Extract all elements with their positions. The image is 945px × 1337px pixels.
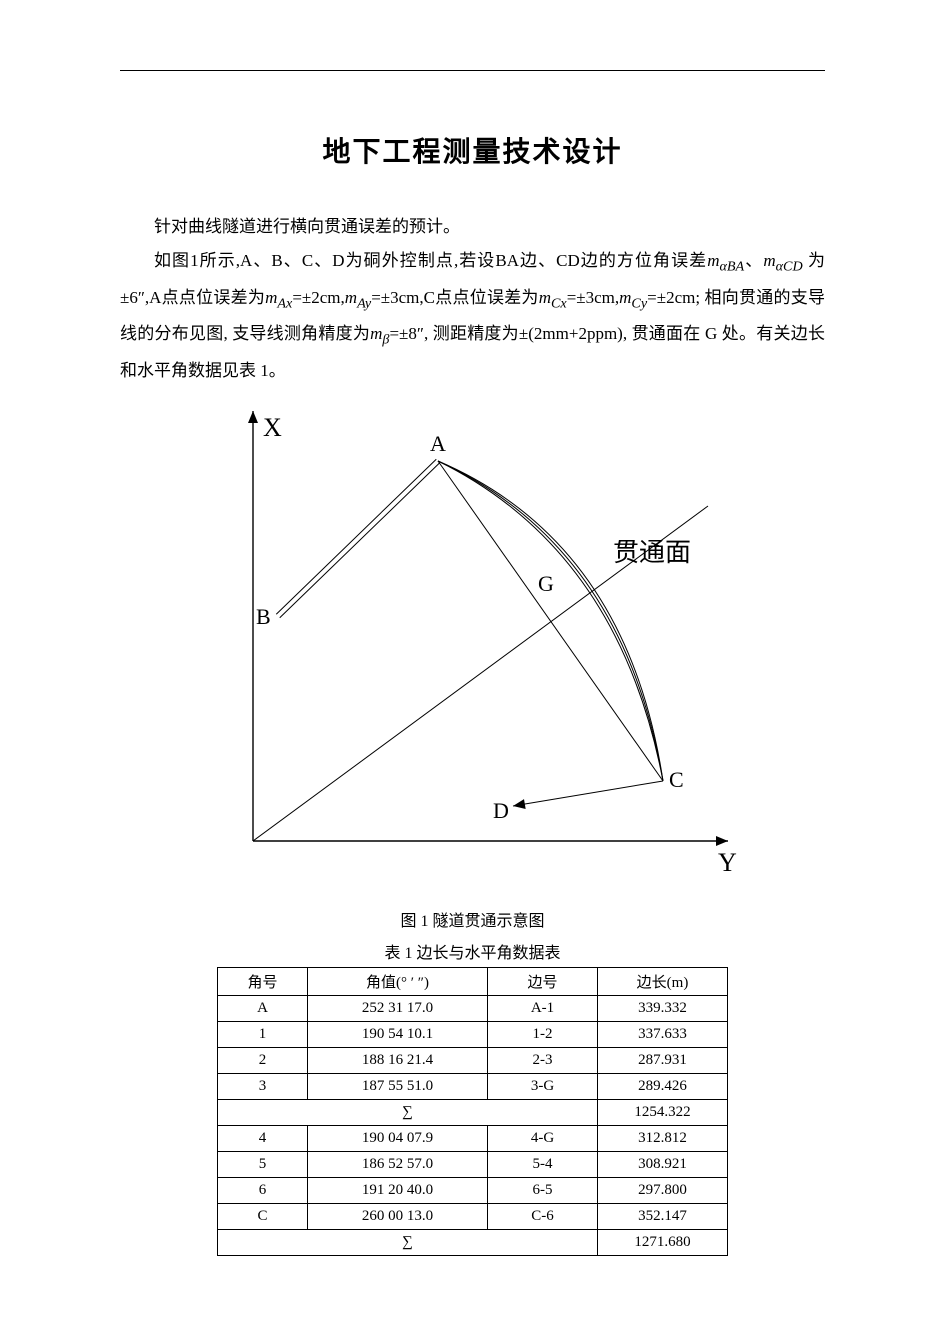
table-cell: 5-4 bbox=[488, 1152, 598, 1178]
sum-value: 1271.680 bbox=[598, 1230, 728, 1256]
th-edge-len: 边长(m) bbox=[598, 968, 728, 996]
table-cell: 337.633 bbox=[598, 1022, 728, 1048]
table-cell: 3-G bbox=[488, 1074, 598, 1100]
table-cell: 312.812 bbox=[598, 1126, 728, 1152]
sum-label: ∑ bbox=[218, 1100, 598, 1126]
th-edge-id: 边号 bbox=[488, 968, 598, 996]
table-row: 4190 04 07.94-G312.812 bbox=[218, 1126, 728, 1152]
table-row: 1190 54 10.11-2337.633 bbox=[218, 1022, 728, 1048]
table-cell: A bbox=[218, 996, 308, 1022]
p2-a: 如图1所示,A、B、C、D为硐外控制点,若设BA边、CD边的方位角误差 bbox=[154, 251, 707, 270]
table-cell: 191 20 40.0 bbox=[308, 1178, 488, 1204]
table-sum-row: ∑1271.680 bbox=[218, 1230, 728, 1256]
svg-text:贯通面: 贯通面 bbox=[613, 538, 691, 567]
table-cell: 289.426 bbox=[598, 1074, 728, 1100]
sym-mcx: mCx bbox=[539, 288, 567, 307]
sym-mb: mβ bbox=[370, 324, 389, 343]
table-cell: 352.147 bbox=[598, 1204, 728, 1230]
table-cell: 4-G bbox=[488, 1126, 598, 1152]
table-cell: 252 31 17.0 bbox=[308, 996, 488, 1022]
p2-d: =±3cm,C点点位误差为 bbox=[371, 288, 538, 307]
p2-sep1: 、 bbox=[744, 251, 763, 270]
table-cell: 186 52 57.0 bbox=[308, 1152, 488, 1178]
body-text: 针对曲线隧道进行横向贯通误差的预计。 如图1所示,A、B、C、D为硐外控制点,若… bbox=[120, 210, 825, 388]
svg-text:B: B bbox=[256, 604, 271, 629]
table-cell: 190 04 07.9 bbox=[308, 1126, 488, 1152]
table-cell: 2-3 bbox=[488, 1048, 598, 1074]
svg-text:G: G bbox=[538, 571, 554, 596]
table-cell: 297.800 bbox=[598, 1178, 728, 1204]
th-angle-id: 角号 bbox=[218, 968, 308, 996]
table-caption: 表 1 边长与水平角数据表 bbox=[120, 939, 825, 963]
sym-may: mAy bbox=[345, 288, 371, 307]
sym-mba: mαBA bbox=[707, 251, 744, 270]
table-row: A252 31 17.0A-1339.332 bbox=[218, 996, 728, 1022]
sum-value: 1254.322 bbox=[598, 1100, 728, 1126]
svg-text:D: D bbox=[493, 798, 509, 823]
table-cell: 287.931 bbox=[598, 1048, 728, 1074]
table-cell: C bbox=[218, 1204, 308, 1230]
svg-text:A: A bbox=[430, 431, 446, 456]
table-cell: 6 bbox=[218, 1178, 308, 1204]
table-cell: 3 bbox=[218, 1074, 308, 1100]
table-cell: 339.332 bbox=[598, 996, 728, 1022]
table-cell: 1-2 bbox=[488, 1022, 598, 1048]
table-row: 5186 52 57.05-4308.921 bbox=[218, 1152, 728, 1178]
paragraph-1: 针对曲线隧道进行横向贯通误差的预计。 bbox=[120, 210, 825, 244]
table-cell: 260 00 13.0 bbox=[308, 1204, 488, 1230]
table-cell: 1 bbox=[218, 1022, 308, 1048]
table-cell: 2 bbox=[218, 1048, 308, 1074]
table-cell: 6-5 bbox=[488, 1178, 598, 1204]
table-header-row: 角号 角值(° ′ ″) 边号 边长(m) bbox=[218, 968, 728, 996]
table-cell: 187 55 51.0 bbox=[308, 1074, 488, 1100]
table-cell: 5 bbox=[218, 1152, 308, 1178]
page-title: 地下工程测量技术设计 bbox=[120, 130, 825, 170]
table-row: C260 00 13.0C-6352.147 bbox=[218, 1204, 728, 1230]
sym-mcd: mαCD bbox=[763, 251, 802, 270]
tunnel-diagram: X Y A B C D G 贯通面 bbox=[193, 396, 753, 896]
table-cell: 308.921 bbox=[598, 1152, 728, 1178]
sym-max: mAx bbox=[265, 288, 292, 307]
table-cell: C-6 bbox=[488, 1204, 598, 1230]
table-cell: A-1 bbox=[488, 996, 598, 1022]
table-row: 2188 16 21.42-3287.931 bbox=[218, 1048, 728, 1074]
p2-c: =±2cm, bbox=[292, 288, 344, 307]
paragraph-2: 如图1所示,A、B、C、D为硐外控制点,若设BA边、CD边的方位角误差mαBA、… bbox=[120, 244, 825, 388]
p2-e: =±3cm, bbox=[567, 288, 619, 307]
header-rule bbox=[120, 70, 825, 71]
table-row: 6191 20 40.06-5297.800 bbox=[218, 1178, 728, 1204]
table-cell: 190 54 10.1 bbox=[308, 1022, 488, 1048]
table-row: 3187 55 51.03-G289.426 bbox=[218, 1074, 728, 1100]
figure-caption: 图 1 隧道贯通示意图 bbox=[120, 907, 825, 931]
figure-1: X Y A B C D G 贯通面 bbox=[193, 396, 753, 901]
svg-text:C: C bbox=[669, 767, 684, 792]
sym-mcy: mCy bbox=[619, 288, 647, 307]
table-cell: 188 16 21.4 bbox=[308, 1048, 488, 1074]
svg-text:X: X bbox=[263, 413, 282, 442]
table-sum-row: ∑1254.322 bbox=[218, 1100, 728, 1126]
sum-label: ∑ bbox=[218, 1230, 598, 1256]
table-cell: 4 bbox=[218, 1126, 308, 1152]
svg-text:Y: Y bbox=[718, 848, 737, 877]
data-table: 角号 角值(° ′ ″) 边号 边长(m) A252 31 17.0A-1339… bbox=[217, 967, 728, 1256]
th-angle-val: 角值(° ′ ″) bbox=[308, 968, 488, 996]
